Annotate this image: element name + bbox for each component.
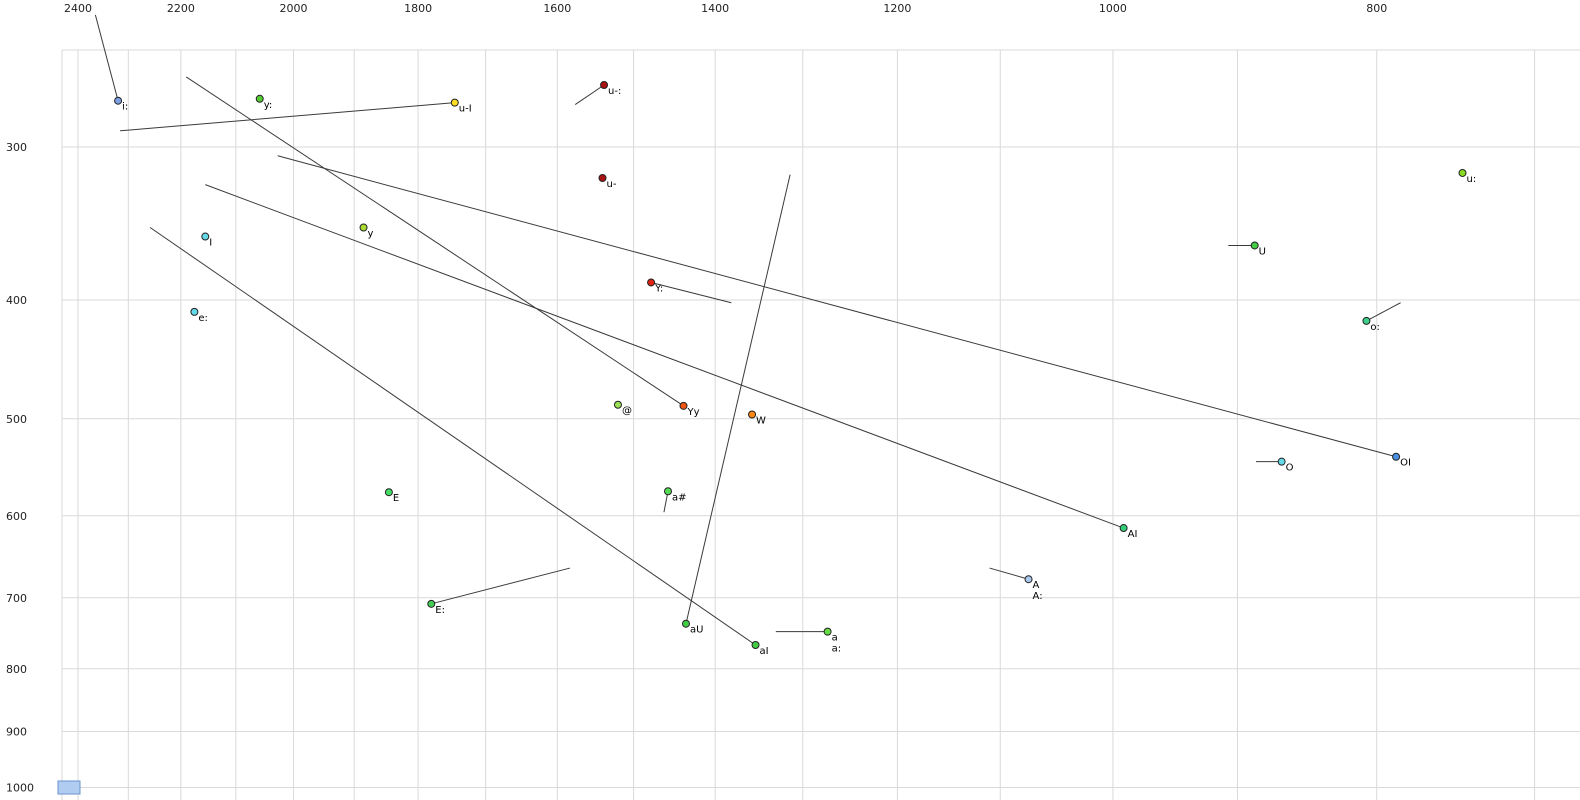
data-point-Yy[interactable] bbox=[679, 401, 688, 410]
data-point-u:[interactable] bbox=[1458, 168, 1467, 177]
point-label-a:: a: bbox=[832, 644, 842, 655]
point-label-U: U bbox=[1259, 246, 1266, 257]
point-label-i:: i: bbox=[122, 102, 128, 113]
data-point-@[interactable] bbox=[613, 400, 622, 409]
point-label-OI: OI bbox=[1400, 458, 1411, 469]
y-axis-tick-label: 800 bbox=[6, 663, 27, 676]
glide-line-aI bbox=[149, 227, 756, 646]
x-axis-tick-label: 2000 bbox=[280, 2, 308, 15]
point-label-aU: aU bbox=[690, 625, 703, 636]
data-point-Y:[interactable] bbox=[647, 278, 656, 287]
y-axis-tick-label: 900 bbox=[6, 725, 27, 738]
data-point-O[interactable] bbox=[1277, 457, 1286, 466]
point-label-y: y bbox=[368, 228, 374, 239]
point-label-I: I bbox=[209, 238, 212, 249]
data-point-aU[interactable] bbox=[681, 619, 690, 628]
point-label-O: O bbox=[1286, 463, 1294, 474]
glide-line-Y: bbox=[650, 281, 732, 304]
data-point-a#[interactable] bbox=[663, 487, 672, 496]
data-point-W[interactable] bbox=[748, 410, 757, 419]
point-label-W: W bbox=[756, 415, 766, 426]
data-point-o:[interactable] bbox=[1362, 316, 1371, 325]
point-label-Yy: Yy bbox=[687, 407, 700, 418]
x-axis-tick-label: 2200 bbox=[167, 2, 195, 15]
data-point-AI[interactable] bbox=[1119, 524, 1128, 533]
point-label-E: E bbox=[393, 493, 399, 504]
point-label-y:: y: bbox=[264, 100, 273, 111]
data-point-u-[interactable] bbox=[598, 173, 607, 182]
y-axis-tick-label: 500 bbox=[6, 413, 27, 426]
point-label-Y:: Y: bbox=[654, 283, 663, 294]
x-axis-tick-label: 800 bbox=[1366, 2, 1387, 15]
glide-line-E: bbox=[431, 567, 571, 605]
point-label-a#: a# bbox=[672, 492, 687, 503]
y-axis-tick-label: 700 bbox=[6, 592, 27, 605]
x-axis-tick-label: 2400 bbox=[64, 2, 92, 15]
glide-line-aU bbox=[685, 174, 791, 624]
x-axis-tick-label: 1400 bbox=[701, 2, 729, 15]
data-point-u-I[interactable] bbox=[450, 98, 459, 107]
data-point-y:[interactable] bbox=[255, 94, 264, 103]
data-point-E:[interactable] bbox=[427, 599, 436, 608]
point-label-u:: u: bbox=[1467, 174, 1477, 185]
glide-line-o: bbox=[1366, 302, 1401, 322]
point-label-AI: AI bbox=[1128, 529, 1138, 540]
point-label-A: A bbox=[1033, 580, 1040, 591]
data-point-U[interactable] bbox=[1250, 241, 1259, 250]
point-label-u-:: u-: bbox=[608, 86, 621, 97]
point-label-A:: A: bbox=[1033, 591, 1043, 602]
glide-line-A bbox=[989, 567, 1029, 580]
data-point-y[interactable] bbox=[359, 223, 368, 232]
glide-line-Yy bbox=[185, 76, 684, 407]
point-label-aI: aI bbox=[760, 646, 769, 657]
point-label-a: a bbox=[832, 633, 838, 644]
x-axis-tick-label: 1800 bbox=[404, 2, 432, 15]
y-axis-tick-label: 400 bbox=[6, 294, 27, 307]
x-axis-tick-label: 1000 bbox=[1099, 2, 1127, 15]
data-point-E[interactable] bbox=[384, 488, 393, 497]
y-axis-tick-label: 1000 bbox=[6, 782, 34, 795]
data-point-i:[interactable] bbox=[114, 96, 123, 105]
data-point-u-:[interactable] bbox=[600, 81, 609, 90]
data-point-OI[interactable] bbox=[1392, 452, 1401, 461]
glide-line-i: bbox=[94, 14, 119, 101]
glide-line-u-I bbox=[120, 102, 455, 132]
data-point-I[interactable] bbox=[201, 232, 210, 241]
data-point-e:[interactable] bbox=[190, 307, 199, 316]
glide-line-AI bbox=[205, 184, 1124, 529]
data-point-A[interactable] bbox=[1024, 575, 1033, 584]
x-axis-tick-label: 1200 bbox=[883, 2, 911, 15]
point-label-u-: u- bbox=[607, 179, 617, 190]
y-axis-tick-label: 300 bbox=[6, 141, 27, 154]
y-axis-tick-label: 600 bbox=[6, 510, 27, 523]
point-label-e:: e: bbox=[198, 313, 208, 324]
x-axis-tick-label: 1600 bbox=[543, 2, 571, 15]
selection-highlight[interactable] bbox=[57, 780, 81, 795]
point-label-o:: o: bbox=[1370, 322, 1380, 333]
glide-line-u-: bbox=[574, 84, 605, 105]
point-label-E:: E: bbox=[435, 605, 445, 616]
data-point-a[interactable] bbox=[823, 627, 832, 636]
glide-line-OI bbox=[277, 155, 1397, 458]
data-point-aI[interactable] bbox=[751, 641, 760, 650]
point-label-@: @ bbox=[622, 406, 632, 417]
point-label-u-I: u-I bbox=[459, 104, 472, 115]
